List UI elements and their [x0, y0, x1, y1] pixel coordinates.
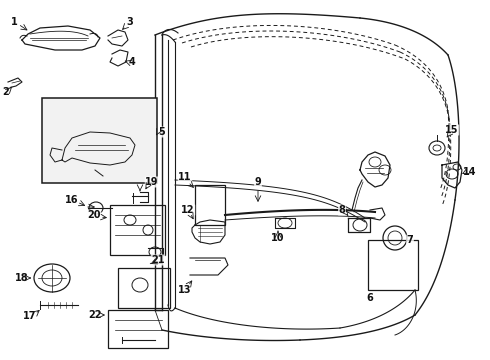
Text: 19: 19 [145, 177, 159, 187]
Text: 18: 18 [15, 273, 29, 283]
Text: 21: 21 [151, 255, 165, 265]
Bar [368, 240, 418, 290]
Text: 12: 12 [181, 205, 195, 215]
Text: 6: 6 [367, 293, 373, 303]
Bar [110, 205, 165, 255]
Text: 1: 1 [11, 17, 17, 27]
Text: 20: 20 [87, 210, 101, 220]
Text: 2: 2 [2, 87, 9, 97]
Text: 7: 7 [407, 235, 414, 245]
Text: 11: 11 [178, 172, 192, 182]
Bar [108, 310, 168, 348]
Text: 4: 4 [129, 57, 135, 67]
Text: 15: 15 [445, 125, 459, 135]
Bar [118, 268, 170, 308]
Text: 3: 3 [126, 17, 133, 27]
Text: 8: 8 [339, 205, 345, 215]
Text: 5: 5 [159, 127, 166, 137]
Text: 17: 17 [23, 311, 37, 321]
Text: 14: 14 [463, 167, 477, 177]
Text: 22: 22 [88, 310, 102, 320]
Bar [42, 98, 157, 183]
Text: 9: 9 [255, 177, 261, 187]
Bar [195, 185, 225, 225]
Text: 16: 16 [65, 195, 79, 205]
Text: 13: 13 [178, 285, 192, 295]
Text: 10: 10 [271, 233, 285, 243]
